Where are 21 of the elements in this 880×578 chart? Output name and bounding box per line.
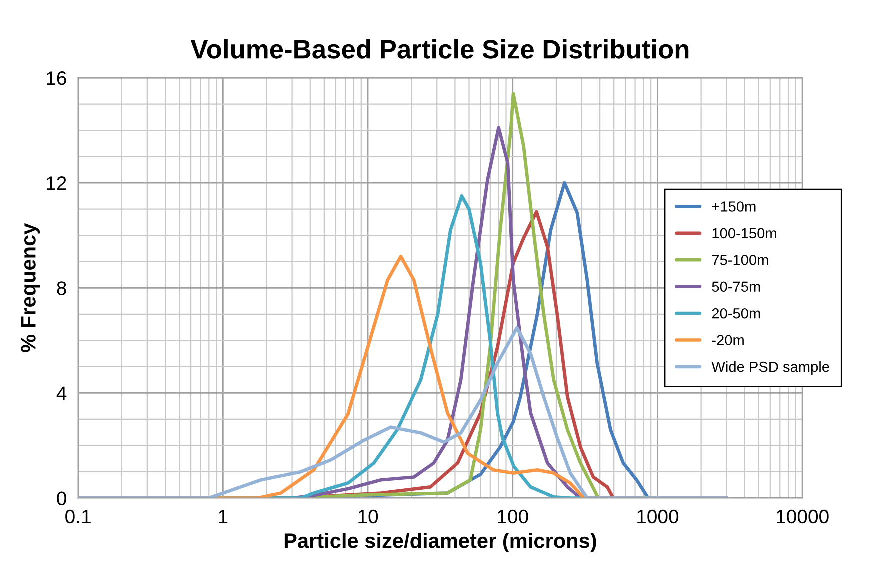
y-tick-label: 16 [47, 72, 66, 86]
y-axis-title: % Frequency [21, 223, 40, 352]
x-tick-label: 0.1 [66, 510, 91, 524]
legend-label: +150m [712, 202, 756, 212]
chart-title: Volume-Based Particle Size Distribution [190, 39, 689, 59]
x-tick-label: 1000 [638, 510, 679, 524]
y-tick-label: 8 [57, 282, 66, 296]
y-tick-label: 4 [56, 386, 67, 400]
legend-label: Wide PSD sample [712, 361, 830, 376]
legend-label: 75-100m [712, 255, 768, 266]
x-tick-label: 1 [219, 510, 228, 524]
legend-label: -20m [712, 335, 744, 346]
y-tick-label: 12 [47, 176, 66, 190]
y-tick-label: 0 [57, 492, 66, 506]
x-tick-label: 10000 [777, 510, 829, 524]
x-tick-label: 10 [358, 510, 378, 524]
legend-label: 20-50m [712, 308, 760, 319]
x-axis-title: Particle size/diameter (microns) [284, 533, 596, 552]
legend-label: 50-75m [712, 282, 760, 292]
legend-label: 100-150m [712, 228, 776, 239]
x-tick-label: 100 [498, 510, 528, 524]
